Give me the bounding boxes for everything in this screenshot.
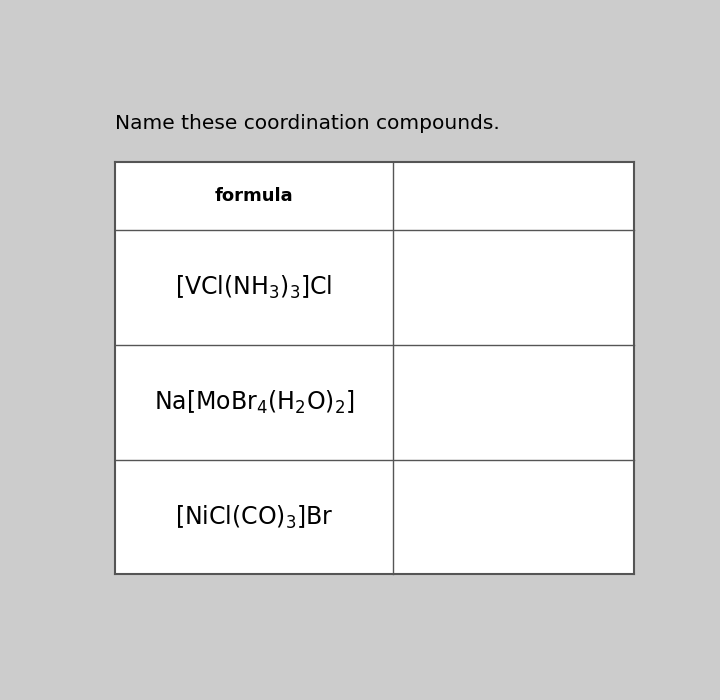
Text: Name these coordination compounds.: Name these coordination compounds. <box>115 113 500 132</box>
Text: $\mathrm{[NiCl(CO)_3]Br}$: $\mathrm{[NiCl(CO)_3]Br}$ <box>175 503 333 531</box>
Text: $\mathrm{[VCl(NH_3)_3]Cl}$: $\mathrm{[VCl(NH_3)_3]Cl}$ <box>175 274 333 301</box>
Text: formula: formula <box>215 187 293 205</box>
Text: $\mathrm{Na[MoBr_4(H_2O)_2]}$: $\mathrm{Na[MoBr_4(H_2O)_2]}$ <box>153 389 354 416</box>
Bar <box>115 162 634 575</box>
